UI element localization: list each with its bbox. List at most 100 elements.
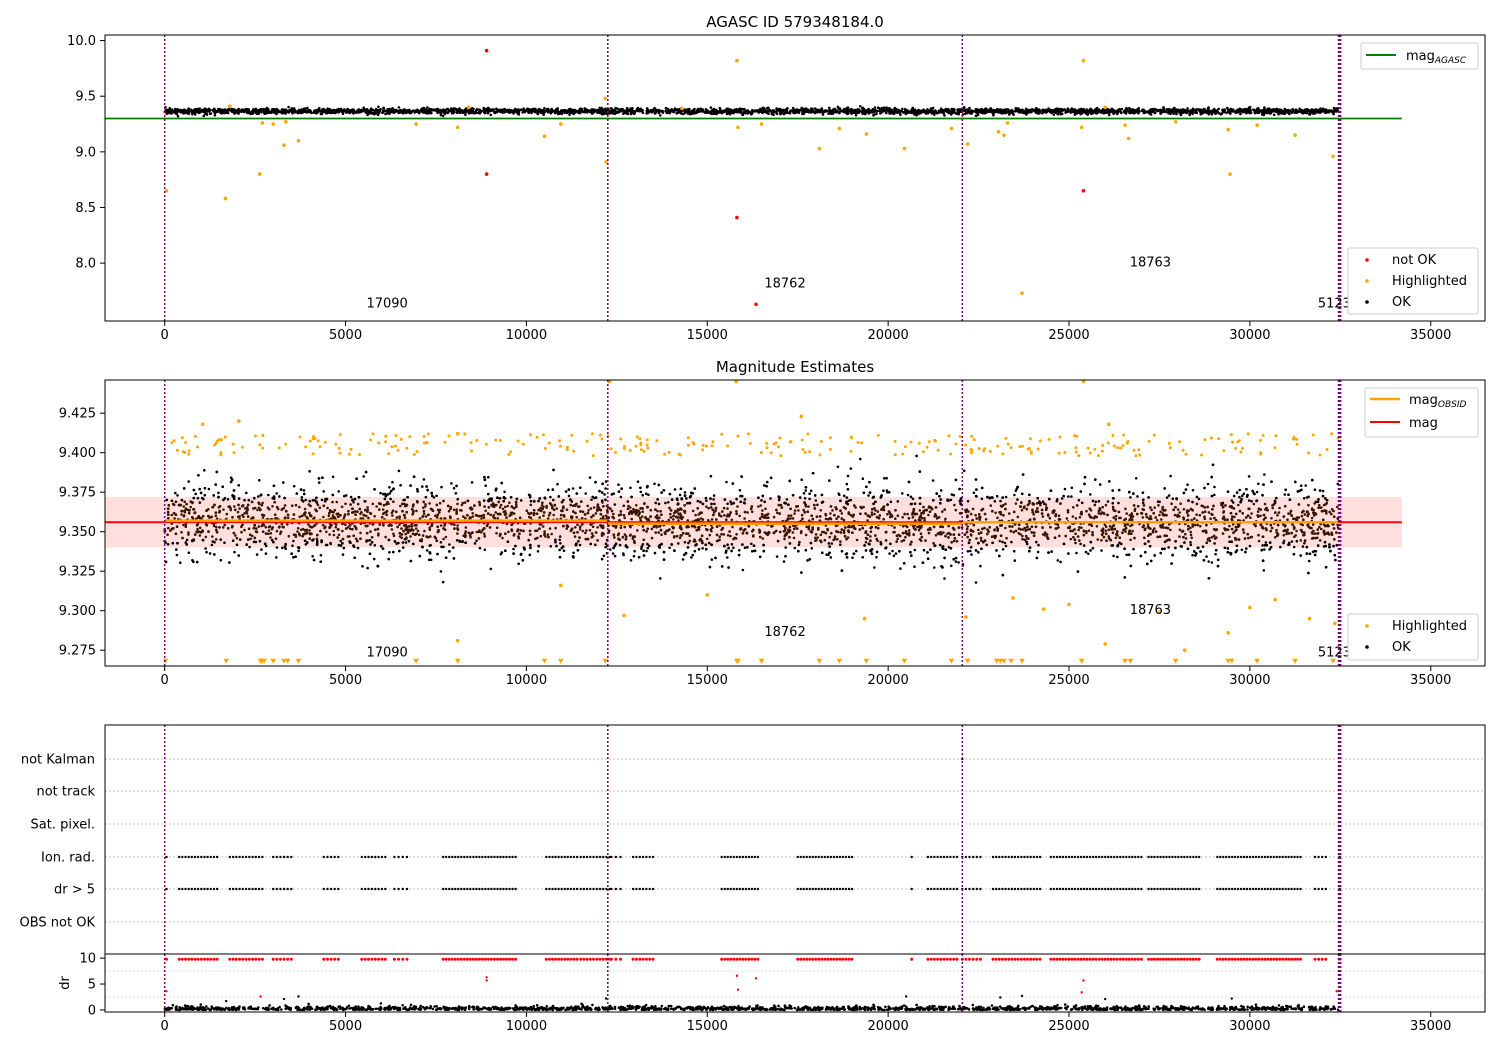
ok-point xyxy=(777,107,780,111)
ok-point xyxy=(571,108,575,112)
ok-point xyxy=(711,110,714,113)
ok-point xyxy=(560,112,564,115)
ok-point xyxy=(415,110,418,113)
ok-point xyxy=(937,109,941,112)
ok-point xyxy=(832,111,835,114)
ok-point xyxy=(1137,112,1140,115)
ok-point xyxy=(1285,110,1288,114)
ok-point xyxy=(1330,109,1333,112)
ok-point xyxy=(452,110,455,113)
ok-point xyxy=(879,111,882,114)
ok-point xyxy=(1259,109,1262,112)
ok-point xyxy=(952,107,956,111)
ok-point xyxy=(690,112,693,116)
ok-point xyxy=(264,111,268,115)
ok-point xyxy=(966,109,969,112)
ok-point xyxy=(772,109,776,112)
ok-point xyxy=(1144,110,1147,113)
ok-point xyxy=(766,106,769,110)
ok-point xyxy=(980,108,984,111)
ok-point xyxy=(1321,107,1325,111)
ok-point xyxy=(891,112,894,115)
highlighted-point xyxy=(837,126,842,131)
ok-point xyxy=(1080,110,1083,113)
ok-point xyxy=(236,109,240,113)
ok-point xyxy=(1074,110,1077,114)
highlighted-point xyxy=(759,122,764,126)
ok-point xyxy=(357,108,361,111)
ok-point xyxy=(876,109,879,113)
ok-point xyxy=(993,110,996,114)
ok-point xyxy=(202,114,206,118)
ok-point xyxy=(233,112,236,115)
ok-point xyxy=(1141,108,1145,111)
ok-point xyxy=(377,105,380,109)
ok-point xyxy=(1103,110,1107,113)
ok-point xyxy=(1318,111,1322,114)
ok-point xyxy=(1159,109,1162,112)
ok-point xyxy=(758,110,761,113)
ok-point xyxy=(974,114,978,118)
ok-point xyxy=(1058,109,1061,113)
ok-point xyxy=(175,112,179,116)
ok-point xyxy=(807,108,810,112)
ok-point xyxy=(514,109,517,113)
ok-point xyxy=(1041,108,1045,111)
ok-point xyxy=(913,110,917,113)
ok-point xyxy=(326,107,329,110)
ok-point xyxy=(952,111,956,114)
ok-point xyxy=(223,108,227,111)
ok-point xyxy=(560,109,563,112)
ok-point xyxy=(741,113,745,117)
ok-point xyxy=(1024,107,1028,111)
ok-point xyxy=(609,111,612,115)
ok-point xyxy=(337,111,341,114)
ok-point xyxy=(814,111,817,114)
ok-point xyxy=(470,107,474,110)
ok-point xyxy=(324,111,328,115)
ok-point xyxy=(1268,112,1271,115)
ok-point xyxy=(1167,111,1170,115)
ok-point xyxy=(439,111,443,115)
ok-point xyxy=(636,106,640,110)
ok-point xyxy=(1000,108,1004,112)
ok-point xyxy=(1025,112,1028,116)
ok-point xyxy=(341,112,345,116)
ok-point xyxy=(1217,107,1220,111)
ok-point xyxy=(217,107,220,111)
ok-point xyxy=(1124,110,1127,114)
legend-label-ok: OK xyxy=(1392,295,1411,310)
ok-point xyxy=(205,112,208,115)
ok-point xyxy=(1069,111,1073,114)
ok-point xyxy=(615,107,619,110)
ok-point xyxy=(760,109,764,113)
ok-point xyxy=(1111,108,1114,112)
ok-point xyxy=(1148,110,1151,114)
ok-point xyxy=(398,111,402,114)
ok-point xyxy=(292,111,296,114)
ok-point xyxy=(1066,110,1070,113)
ok-point xyxy=(432,108,436,111)
ok-point xyxy=(1175,112,1178,116)
ok-point xyxy=(957,112,960,116)
ok-point xyxy=(755,110,758,113)
ok-point xyxy=(328,111,331,114)
ok-point xyxy=(397,106,401,109)
ok-point xyxy=(450,107,453,110)
ok-point xyxy=(245,109,249,112)
agasc-ytick-label: 9.0 xyxy=(75,145,96,160)
ok-point xyxy=(574,109,577,112)
agasc-xtick-label: 20000 xyxy=(867,328,908,343)
ok-point xyxy=(1288,109,1292,112)
ok-point xyxy=(365,111,368,115)
ok-point xyxy=(883,106,886,109)
ok-point xyxy=(277,110,281,113)
ok-point xyxy=(854,108,857,112)
ok-point xyxy=(1133,109,1137,112)
ok-point xyxy=(375,108,378,112)
ok-point xyxy=(693,112,697,115)
ok-point xyxy=(537,107,541,111)
ok-point xyxy=(678,110,682,113)
ok-point xyxy=(1112,112,1115,116)
highlighted-point xyxy=(223,196,228,201)
